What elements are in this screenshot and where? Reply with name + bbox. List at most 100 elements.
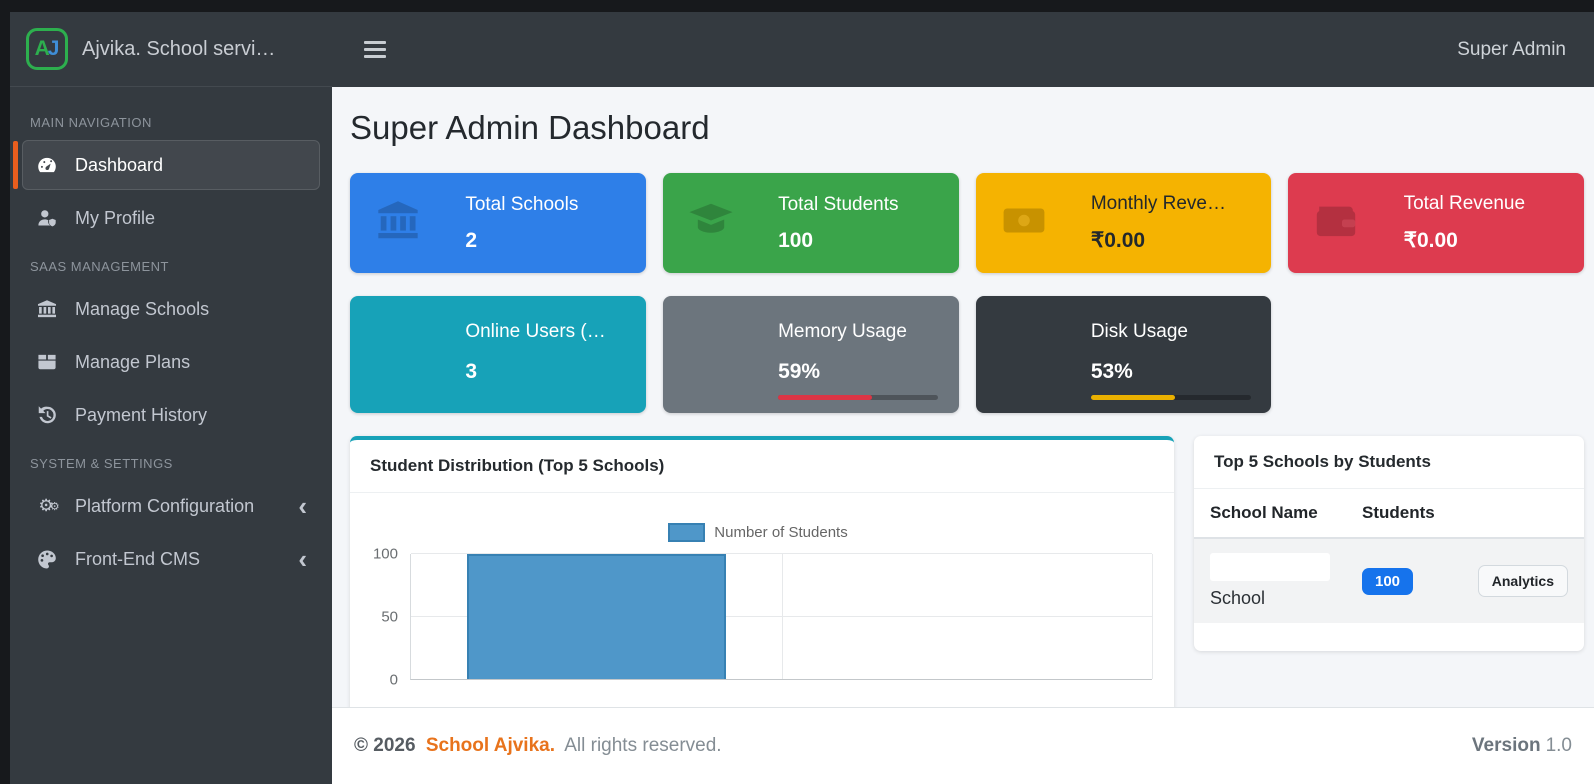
bank-icon	[35, 298, 59, 320]
school-name-text: School	[1210, 588, 1266, 608]
column-header-actions	[1456, 489, 1584, 539]
usage-value: 59%	[778, 360, 821, 383]
usage-value: 53%	[1090, 360, 1133, 383]
redacted-school-name	[1210, 553, 1330, 581]
stat-label: Total Students	[778, 193, 899, 215]
version-value: 1.0	[1545, 735, 1572, 756]
active-indicator	[13, 141, 18, 189]
column-header-students: Students	[1346, 489, 1457, 539]
copyright-year: © 2026	[354, 735, 416, 756]
sidebar-item-payment-history[interactable]: Payment History	[22, 390, 320, 440]
page-title: Super Admin Dashboard	[350, 109, 710, 146]
memory-progress-bar	[778, 395, 938, 400]
usage-card-online-users[interactable]: Online Users (… 3	[350, 296, 646, 413]
graduation-cap-icon	[687, 197, 735, 250]
table-row: School 100 Analytics	[1194, 538, 1584, 623]
students-cell: 100	[1346, 538, 1457, 623]
chart-legend[interactable]: Number of Students	[364, 523, 1152, 542]
history-icon	[35, 404, 59, 426]
usage-label: Memory Usage	[778, 321, 907, 342]
sidebar-item-label: Front-End CMS	[75, 548, 201, 569]
disk-progress-bar	[1090, 395, 1251, 400]
wallet-icon	[1312, 197, 1360, 250]
usage-cards-row: Online Users (… 3 Memory Usage 59% Disk …	[350, 296, 1584, 413]
table-row	[1194, 623, 1584, 651]
panels-row: Student Distribution (Top 5 Schools) Num…	[350, 436, 1584, 723]
bar-chart: 0 50 100	[364, 545, 1153, 689]
stat-card-total-students[interactable]: Total Students 100	[662, 173, 959, 273]
chart-card-title: Student Distribution (Top 5 Schools)	[350, 440, 1174, 493]
footer: © 2026 School Ajvika. All rights reserve…	[332, 707, 1594, 784]
money-bill-icon	[1000, 197, 1048, 250]
chart-legend-box	[668, 523, 706, 542]
chart-plot	[410, 553, 1153, 680]
usage-label: Disk Usage	[1090, 321, 1188, 342]
sidebar-item-dashboard[interactable]: Dashboard	[13, 140, 320, 190]
nav-section-system-settings: SYSTEM & SETTINGS	[30, 456, 173, 471]
stat-value: ₹0.00	[1090, 229, 1146, 252]
chevron-left-icon: ‹	[298, 544, 307, 574]
gears-icon: ⚙ ⚙	[38, 496, 59, 515]
version-label: Version	[1471, 735, 1541, 756]
sidebar-item-label: Dashboard	[75, 154, 164, 175]
usage-value: 3	[465, 360, 478, 383]
copyright: © 2026 School Ajvika. All rights reserve…	[354, 735, 727, 757]
speedometer-icon	[35, 154, 59, 176]
box-icon	[35, 351, 59, 373]
bank-icon	[374, 197, 422, 250]
usage-card-memory-usage[interactable]: Memory Usage 59%	[662, 296, 959, 413]
stat-label: Total Schools	[465, 193, 579, 215]
school-name-cell: School	[1194, 538, 1346, 623]
stat-value: 2	[465, 228, 478, 252]
palette-icon	[35, 548, 59, 570]
stat-label: Monthly Reve…	[1090, 193, 1226, 214]
chevron-left-icon: ‹	[298, 491, 307, 521]
footer-brand-link[interactable]: School Ajvika.	[425, 735, 555, 756]
nav-section-main-navigation: MAIN NAVIGATION	[30, 115, 152, 130]
sidebar-menu: MAIN NAVIGATION Dashboard My Profile SAA…	[10, 87, 332, 599]
menu-toggle-button[interactable]	[360, 37, 390, 62]
topbar: Super Admin	[332, 12, 1594, 87]
usage-label: Online Users (…	[465, 321, 606, 342]
sidebar-item-manage-plans[interactable]: Manage Plans	[22, 337, 320, 387]
chart-body: Number of Students 0 50 100	[350, 493, 1174, 723]
sidebar-item-label: Manage Schools	[75, 298, 210, 319]
nav-section-saas-management: SAAS MANAGEMENT	[30, 259, 169, 274]
chart-card: Student Distribution (Top 5 Schools) Num…	[350, 436, 1174, 723]
user-menu[interactable]: Super Admin	[1457, 38, 1566, 60]
actions-cell: Analytics	[1457, 538, 1584, 623]
main-area: Super Admin Super Admin Dashboard Total …	[332, 12, 1594, 784]
stat-label: Total Revenue	[1403, 193, 1526, 214]
sidebar-item-platform-configuration[interactable]: ⚙ ⚙ Platform Configuration ‹	[22, 481, 320, 531]
stat-card-total-revenue[interactable]: Total Revenue ₹0.00	[1288, 173, 1584, 273]
top-schools-title: Top 5 Schools by Students	[1194, 436, 1584, 489]
sidebar-item-label: My Profile	[75, 207, 156, 228]
column-header-school-name: School Name	[1194, 489, 1346, 539]
user-shield-icon	[35, 207, 59, 229]
usage-card-disk-usage[interactable]: Disk Usage 53%	[975, 296, 1272, 413]
chart-y-axis: 0 50 100	[372, 545, 398, 689]
stat-value: ₹0.00	[1403, 229, 1458, 252]
analytics-button[interactable]: Analytics	[1477, 565, 1568, 597]
top-schools-card: Top 5 Schools by Students School Name St…	[1194, 436, 1584, 651]
stat-value: 100	[778, 228, 814, 252]
students-count-badge: 100	[1362, 567, 1414, 595]
sidebar-item-manage-schools[interactable]: Manage Schools	[22, 284, 320, 334]
stat-cards-row: Total Schools 2 Total Students 100 Month…	[350, 173, 1584, 273]
sidebar-item-front-end-cms[interactable]: Front-End CMS ‹	[22, 534, 320, 584]
sidebar-item-label: Payment History	[75, 404, 208, 425]
chart-legend-label: Number of Students	[714, 524, 848, 541]
rights-text: All rights reserved.	[564, 735, 722, 756]
content: Super Admin Dashboard Total Schools 2 To…	[332, 87, 1594, 784]
top-schools-table: School Name Students School	[1194, 489, 1584, 651]
sidebar-item-label: Manage Plans	[75, 351, 191, 372]
sidebar-item-label: Platform Configuration	[75, 495, 255, 516]
stat-card-monthly-revenue[interactable]: Monthly Reve… ₹0.00	[975, 173, 1272, 273]
stat-card-total-schools[interactable]: Total Schools 2	[350, 173, 646, 273]
sidebar-item-my-profile[interactable]: My Profile	[22, 193, 320, 243]
version: Version 1.0	[1472, 735, 1572, 757]
